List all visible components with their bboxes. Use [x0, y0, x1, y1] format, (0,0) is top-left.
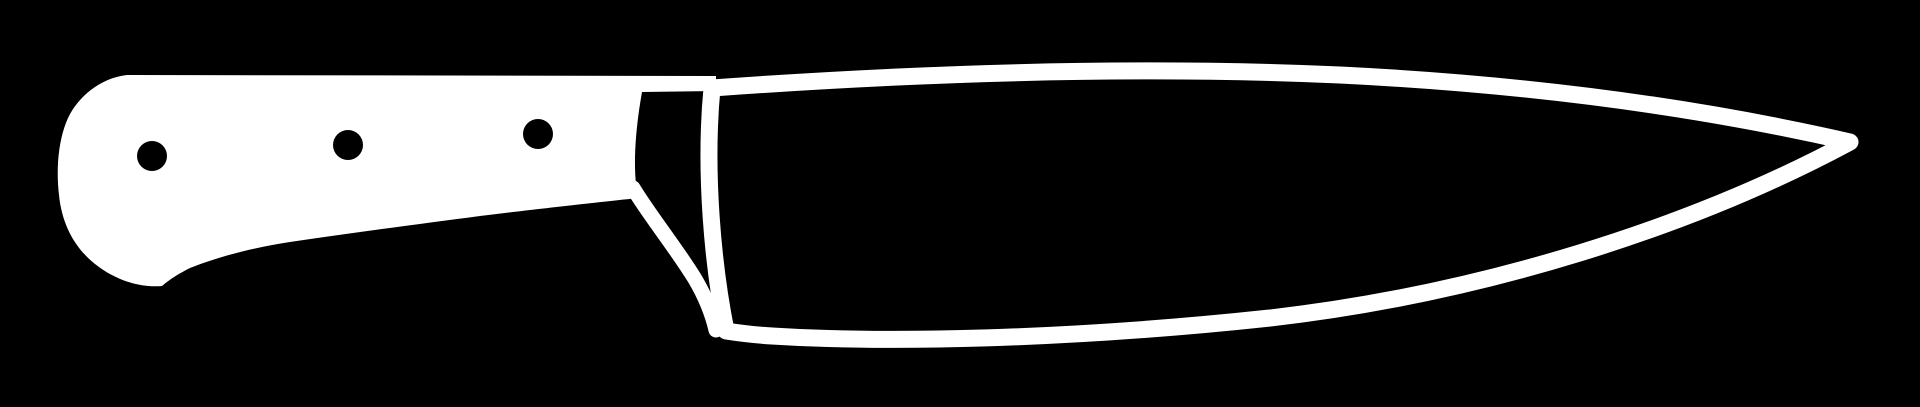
bolster-guard-line: [625, 180, 724, 338]
rivet-hole: [137, 141, 167, 171]
rivet-hole: [333, 130, 363, 160]
rivet-hole: [523, 119, 553, 149]
knife-handle: [57, 75, 717, 287]
knife-blade-outline: [700, 62, 1859, 348]
